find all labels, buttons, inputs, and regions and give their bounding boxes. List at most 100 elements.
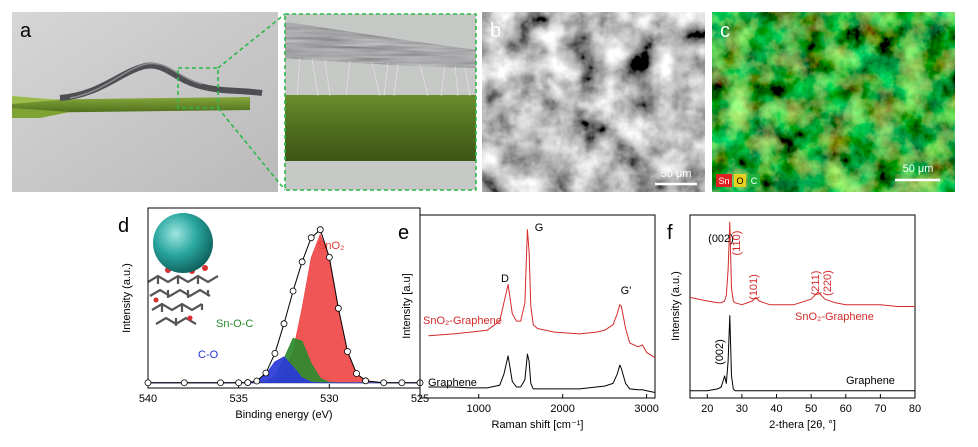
inset-ribbon-texture: [285, 22, 476, 68]
x-tick-label: 1000: [467, 403, 491, 415]
data-point: [262, 369, 270, 377]
data-point: [180, 379, 188, 387]
data-point: [398, 379, 406, 387]
series-label: SnO₂-Graphene: [423, 315, 502, 327]
leaf: [12, 108, 70, 118]
data-point: [344, 348, 351, 355]
x-tick-label: 40: [770, 403, 782, 415]
peak-annotation: (101): [748, 274, 760, 300]
series-line: [428, 353, 656, 393]
data-point: [217, 379, 224, 387]
x-tick-label: 2000: [550, 403, 574, 415]
data-point: [334, 304, 342, 312]
series-line: [689, 221, 915, 307]
data-point: [316, 226, 324, 234]
scale-bar-label: 50 μm: [903, 163, 934, 175]
data-point: [271, 349, 279, 357]
x-axis-title: 2-thera [2θ, °]: [769, 419, 836, 431]
x-tick-label: 70: [874, 403, 886, 415]
x-tick-label: 80: [909, 403, 921, 415]
data-point: [362, 377, 370, 385]
y-axis-title: Intensity [a.u]: [401, 273, 413, 338]
peak-annotation: (211): [810, 271, 822, 296]
data-point: [289, 287, 297, 295]
element-label: O: [736, 176, 743, 186]
data-point: [298, 258, 306, 266]
series-label: Sn-O-C: [216, 318, 253, 330]
data-point: [325, 253, 333, 261]
sem-image: [482, 12, 705, 192]
plot-frame: [419, 214, 656, 399]
zoom-box: [177, 67, 219, 109]
series-label: Graphene: [846, 375, 895, 387]
x-tick-label: 535: [229, 393, 247, 405]
panel-label: f: [667, 222, 673, 244]
data-point: [253, 377, 261, 385]
inset-border: [284, 13, 477, 191]
peak-annotation: (110): [731, 231, 743, 256]
photo-c: c 50 μm Sn O C: [712, 12, 955, 192]
series-line: [428, 229, 656, 359]
sno2-particle: [153, 213, 213, 273]
peak-annotation: (220): [822, 270, 834, 296]
peak-annotation: G': [621, 285, 632, 297]
x-tick-label: 525: [411, 393, 429, 405]
plot: 20 30 40 50 60 70 80 2-thera [2θ, °] Intensity (…: [667, 214, 921, 431]
map-image: [712, 12, 955, 192]
data-point: [353, 370, 360, 377]
x-tick-label: 3000: [634, 403, 658, 415]
zoom-line: [217, 13, 286, 69]
element-label: C: [751, 176, 758, 186]
x-tick-label: 30: [736, 403, 748, 415]
x-tick-label: 20: [701, 403, 713, 415]
element-label: Sn: [718, 176, 729, 186]
data-point: [307, 234, 315, 242]
element-swatch: [748, 174, 760, 187]
inset-fibers: [296, 57, 471, 97]
y-axis-title: Intensity (a.u.): [121, 263, 133, 333]
peak-annotation: (002): [714, 339, 726, 365]
series-label: Graphene: [428, 377, 477, 389]
element-swatch: [716, 174, 732, 187]
oxygen-atoms: [153, 265, 208, 321]
xps-inset-illustration: [147, 213, 219, 326]
peak-area: [147, 356, 421, 384]
photo-a: a: [12, 12, 477, 192]
scale-bar-label: 50 μm: [661, 168, 692, 180]
data-point: [380, 379, 388, 387]
graphene-lattice: [147, 274, 219, 326]
inset-stem: [285, 95, 476, 161]
y-axis-title: Intensity (a.u.): [670, 271, 682, 341]
x-axis-title: Binding energy (eV): [235, 409, 332, 421]
element-swatch: [734, 174, 746, 187]
x-tick-label: 50: [805, 403, 817, 415]
panel-label: b: [490, 20, 501, 42]
series-line: [690, 315, 915, 392]
x-tick-label: 60: [840, 403, 852, 415]
leaf: [12, 96, 60, 104]
panel-label: c: [720, 20, 730, 42]
plot: 1000 2000 3000 Raman shift [cm⁻¹] Intensity …: [398, 214, 659, 431]
x-axis-title: Raman shift [cm⁻¹]: [492, 419, 584, 431]
x-tick-label: 530: [320, 393, 338, 405]
photo-b: b 50 μm: [482, 12, 705, 192]
series-label: SnO₂: [318, 240, 344, 252]
peak-annotation: D: [501, 273, 509, 285]
series-label: SnO₂-Graphene: [795, 311, 874, 323]
data-point: [280, 320, 288, 328]
series-label: C-O: [198, 349, 219, 361]
panel-label: d: [118, 215, 129, 237]
peak-annotation: G: [535, 222, 544, 234]
stem: [12, 97, 250, 113]
ribbon-highlight: [69, 62, 203, 99]
plot: 540 535 530 525 Binding energy (eV) Intensity…: [118, 207, 429, 421]
data-point: [244, 379, 252, 386]
data-point: [235, 379, 243, 387]
panel-label: e: [398, 222, 409, 244]
x-tick-label: 540: [139, 393, 157, 405]
zoom-line: [217, 107, 286, 191]
data-point: [144, 379, 152, 387]
peak-annotation: (002): [708, 233, 734, 245]
panel-label: a: [20, 20, 32, 42]
